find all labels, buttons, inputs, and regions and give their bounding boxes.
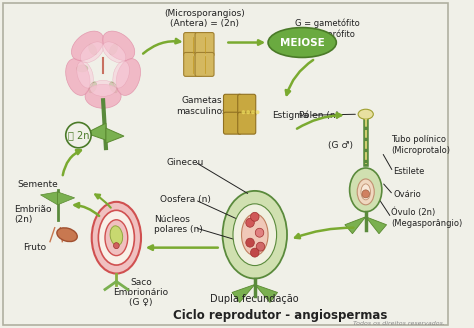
Text: Oosfera (n): Oosfera (n)	[160, 195, 211, 204]
Ellipse shape	[113, 61, 129, 88]
Circle shape	[246, 110, 250, 114]
Text: Embrião
(2n): Embrião (2n)	[14, 205, 52, 224]
FancyBboxPatch shape	[224, 94, 242, 116]
Text: Gametas
masculinos: Gametas masculinos	[176, 96, 227, 116]
FancyBboxPatch shape	[184, 32, 203, 56]
Ellipse shape	[76, 65, 88, 72]
Polygon shape	[255, 284, 278, 302]
Ellipse shape	[85, 84, 121, 108]
Ellipse shape	[77, 61, 93, 88]
Ellipse shape	[72, 31, 103, 61]
FancyBboxPatch shape	[184, 52, 203, 76]
FancyBboxPatch shape	[238, 112, 256, 134]
Text: Ovário: Ovário	[393, 190, 421, 199]
Ellipse shape	[89, 82, 97, 93]
Ellipse shape	[66, 59, 90, 95]
Ellipse shape	[361, 184, 371, 200]
Polygon shape	[232, 284, 255, 302]
Text: Estigma: Estigma	[273, 111, 309, 120]
Ellipse shape	[105, 220, 128, 256]
Text: Semente: Semente	[18, 180, 58, 189]
Text: Núcleos
polares (n): Núcleos polares (n)	[155, 215, 203, 235]
Ellipse shape	[91, 202, 141, 274]
Ellipse shape	[110, 226, 123, 246]
Text: Gineceu: Gineceu	[167, 157, 204, 167]
Circle shape	[251, 212, 259, 221]
Text: (Microsporangios)
(Antera) = (2n): (Microsporangios) (Antera) = (2n)	[164, 9, 245, 28]
Ellipse shape	[57, 228, 77, 241]
Circle shape	[251, 110, 255, 114]
Polygon shape	[366, 217, 387, 234]
Ellipse shape	[357, 179, 374, 205]
Circle shape	[251, 248, 259, 257]
Ellipse shape	[233, 204, 277, 266]
Text: G = gametófito
E = esporófito: G = gametófito E = esporófito	[295, 19, 359, 39]
Ellipse shape	[116, 59, 140, 95]
Circle shape	[242, 110, 246, 114]
Text: Tubo polínico
(Microprotalo): Tubo polínico (Microprotalo)	[392, 135, 450, 155]
Circle shape	[255, 228, 264, 237]
Text: Ⓔ 2n: Ⓔ 2n	[68, 130, 89, 140]
Text: Estilete: Estilete	[393, 168, 425, 176]
Text: Óvulo (2n)
(Megasporângio): Óvulo (2n) (Megasporângio)	[392, 208, 463, 228]
Ellipse shape	[223, 191, 287, 278]
Text: Ciclo reprodutor - angiospermas: Ciclo reprodutor - angiospermas	[173, 309, 388, 322]
FancyBboxPatch shape	[238, 94, 256, 116]
Circle shape	[256, 110, 260, 114]
Polygon shape	[345, 217, 366, 234]
Ellipse shape	[350, 168, 382, 212]
Text: MEIOSE: MEIOSE	[280, 37, 325, 48]
Circle shape	[246, 238, 255, 247]
Text: Dupla fecundação: Dupla fecundação	[210, 295, 299, 304]
Text: (G ♂): (G ♂)	[328, 141, 353, 150]
Ellipse shape	[109, 44, 118, 55]
Text: Todos os direitos reservados.: Todos os direitos reservados.	[353, 321, 445, 326]
Text: Pólen (n): Pólen (n)	[300, 111, 339, 120]
Ellipse shape	[89, 44, 97, 55]
Circle shape	[113, 243, 119, 249]
Ellipse shape	[109, 82, 118, 93]
FancyBboxPatch shape	[195, 32, 214, 56]
Ellipse shape	[242, 214, 268, 256]
Ellipse shape	[90, 80, 116, 96]
Text: Saco
Embrionário
(G ♀): Saco Embrionário (G ♀)	[113, 277, 169, 307]
Ellipse shape	[268, 28, 337, 57]
FancyBboxPatch shape	[224, 112, 242, 134]
Ellipse shape	[103, 31, 135, 61]
Polygon shape	[40, 192, 57, 205]
Polygon shape	[86, 123, 106, 140]
FancyBboxPatch shape	[195, 52, 214, 76]
Circle shape	[256, 242, 265, 251]
Circle shape	[246, 218, 255, 227]
Polygon shape	[106, 128, 124, 143]
Text: Fruto: Fruto	[23, 243, 46, 252]
Circle shape	[362, 190, 370, 198]
Ellipse shape	[102, 42, 126, 63]
Polygon shape	[57, 192, 74, 205]
Ellipse shape	[98, 210, 135, 265]
Ellipse shape	[358, 109, 374, 119]
Ellipse shape	[80, 42, 104, 63]
